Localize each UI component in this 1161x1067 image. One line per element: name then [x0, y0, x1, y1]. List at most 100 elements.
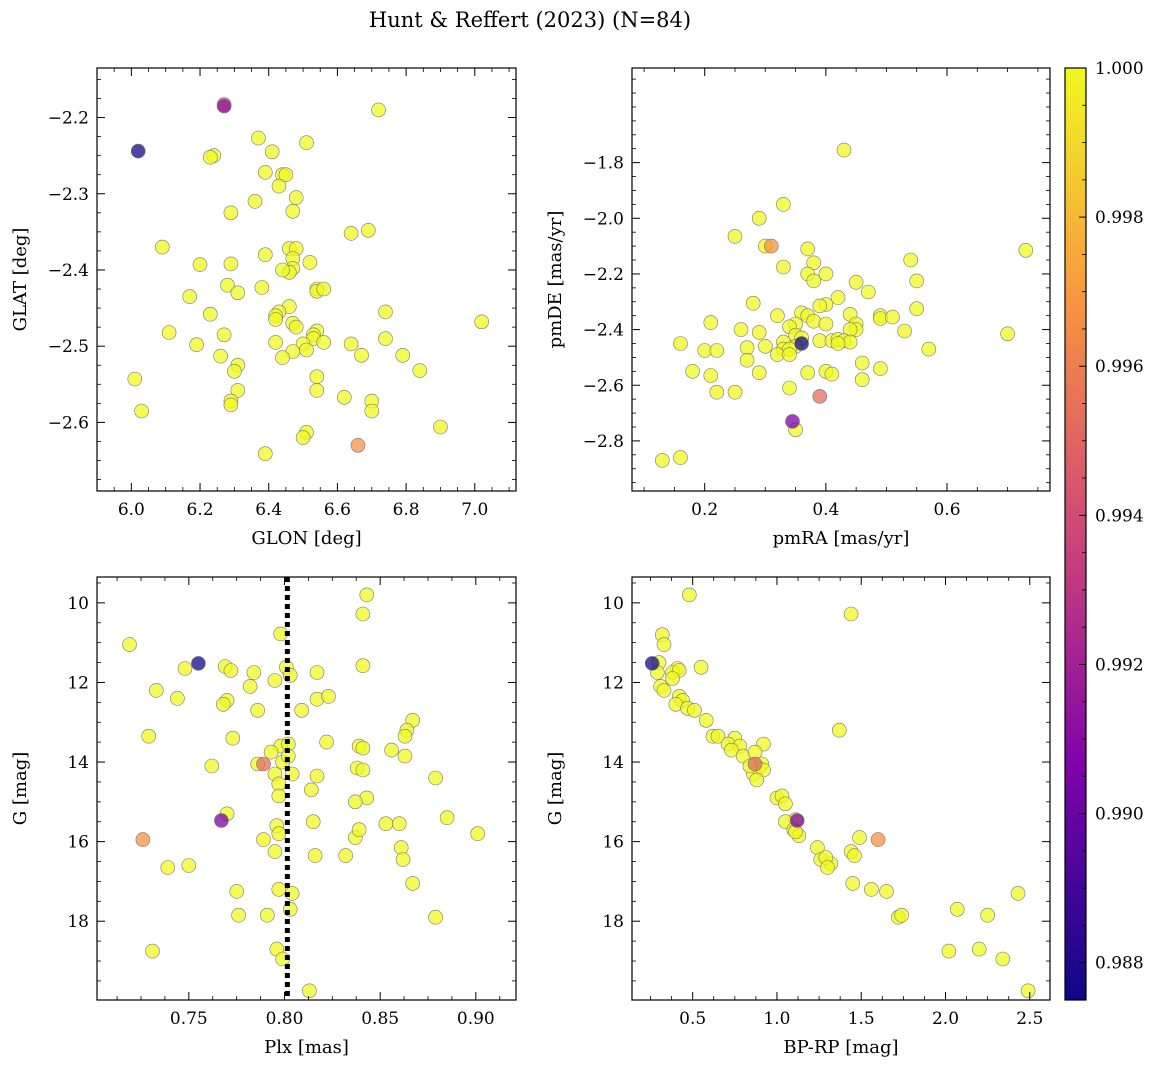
- data-point: [271, 882, 287, 897]
- axes-frame: [631, 576, 1051, 1001]
- data-point: [854, 355, 870, 371]
- data-point: [122, 637, 137, 652]
- x-tick-label: 6.4: [255, 500, 282, 520]
- data-point: [181, 858, 197, 873]
- panel-sky: 6.0 6.2 6.4 6.6 6.8 7.0 −2.2 −2.3 −2.4 −2.5 −2.6 GL…: [10, 67, 517, 549]
- data-point: [763, 238, 779, 254]
- data-point: [220, 277, 235, 293]
- y-tick-label: −2.8: [583, 432, 624, 452]
- data-point: [359, 587, 375, 603]
- data-point: [747, 756, 763, 772]
- data-point: [316, 335, 332, 350]
- data-point: [355, 606, 371, 622]
- colorbar-gradient: [1064, 67, 1087, 1001]
- data-point: [733, 322, 749, 337]
- colorbar: 0.988 0.990 0.992 0.994 0.996 0.998 1.000: [1064, 59, 1144, 1001]
- axes-frame: [96, 67, 517, 492]
- data-point: [338, 848, 354, 863]
- data-point: [395, 347, 411, 363]
- data-point: [739, 352, 755, 368]
- data-point: [698, 712, 714, 728]
- data-point: [709, 343, 725, 358]
- data-point: [785, 414, 800, 429]
- data-point: [800, 241, 816, 257]
- data-point: [378, 304, 393, 320]
- data-point: [412, 363, 428, 378]
- data-point: [909, 301, 925, 317]
- data-point: [225, 730, 241, 746]
- data-point: [673, 450, 688, 465]
- x-tick-label: 6.2: [187, 500, 214, 520]
- y-tick-label: −2.2: [583, 265, 624, 285]
- y-tick-label: −2.6: [48, 413, 89, 433]
- data-point: [384, 742, 399, 758]
- data-point: [127, 371, 143, 387]
- x-tick-label: 0.80: [266, 1009, 304, 1029]
- data-point: [271, 826, 287, 842]
- data-point: [391, 816, 407, 832]
- data-point: [267, 844, 283, 859]
- data-point: [309, 768, 325, 784]
- data-point: [1000, 326, 1015, 342]
- colorbar-tick-label: 0.992: [1095, 655, 1144, 675]
- y-tick-label: 16: [602, 833, 624, 853]
- x-tick-label: 6.8: [393, 500, 420, 520]
- x-tick-label: 6.6: [324, 500, 351, 520]
- data-point: [995, 951, 1011, 967]
- data-point: [709, 384, 725, 400]
- x-tick-label: 0.85: [361, 1009, 399, 1029]
- data-point: [749, 772, 765, 788]
- data-point: [230, 285, 246, 301]
- x-tick-label: 7.0: [461, 500, 488, 520]
- y-axis-label: pmDE [mas/yr]: [545, 211, 566, 349]
- data-point: [303, 782, 319, 798]
- x-tick-label: 0.90: [457, 1009, 495, 1029]
- data-point: [854, 372, 870, 388]
- data-point: [263, 744, 279, 760]
- data-point: [710, 728, 726, 744]
- data-point: [355, 658, 371, 674]
- data-point: [336, 389, 352, 405]
- data-point: [397, 728, 413, 744]
- data-point: [302, 983, 317, 999]
- panel-cmd: 0.5 1.0 1.5 2.0 2.5 10 12 14 16 18 BP-RP [mag] G [m…: [545, 576, 1051, 1058]
- data-point: [230, 383, 246, 398]
- data-point: [745, 295, 761, 311]
- data-point: [980, 907, 995, 923]
- data-point: [275, 262, 290, 278]
- data-point: [782, 347, 797, 362]
- data-point: [231, 907, 246, 923]
- data-point: [250, 702, 266, 718]
- x-tick-label: 2.5: [1016, 1009, 1043, 1029]
- data-point: [319, 734, 334, 750]
- data-point: [216, 98, 232, 114]
- data-point: [873, 311, 888, 326]
- data-point: [189, 337, 204, 353]
- colorbar-tick-label: 0.988: [1095, 954, 1144, 974]
- data-point: [299, 342, 314, 358]
- data-point: [397, 748, 413, 764]
- y-tick-label: 14: [602, 753, 624, 773]
- data-point: [141, 728, 156, 744]
- data-point: [203, 306, 218, 322]
- x-axis-label: GLON [deg]: [251, 528, 361, 549]
- colorbar-tick-label: 0.994: [1095, 506, 1144, 526]
- data-point: [216, 696, 231, 712]
- data-point: [800, 365, 816, 381]
- data-point: [275, 350, 290, 365]
- data-point: [654, 453, 670, 468]
- x-tick-label: 0.75: [170, 1009, 208, 1029]
- data-point: [812, 389, 828, 404]
- data-point: [161, 325, 177, 340]
- x-tick-label: 0.4: [812, 500, 839, 520]
- data-point: [343, 226, 359, 241]
- data-point: [347, 794, 363, 810]
- data-point: [847, 848, 862, 863]
- data-point: [703, 315, 719, 330]
- data-point: [885, 309, 900, 325]
- data-point: [264, 144, 280, 160]
- axes-frame: [631, 67, 1051, 492]
- data-point: [656, 683, 672, 698]
- data-point: [751, 325, 767, 340]
- x-axis-label: pmRA [mas/yr]: [773, 528, 910, 549]
